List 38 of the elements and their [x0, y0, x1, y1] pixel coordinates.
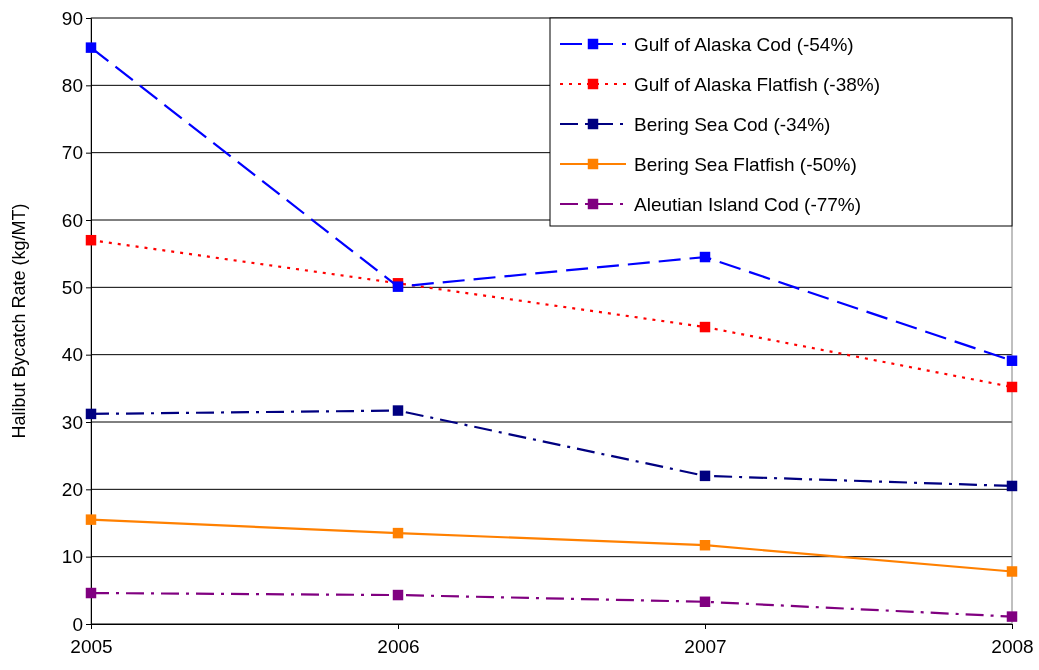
y-tick-label: 10: [61, 546, 83, 568]
legend-label: Gulf of Alaska Cod (-54%): [634, 34, 854, 55]
point: [85, 42, 97, 53]
point: [85, 408, 97, 420]
y-axis-title: Halibut Bycatch Rate (kg/MT): [9, 203, 29, 439]
y-tick-label: 20: [61, 478, 83, 500]
y-tick-label: 70: [61, 142, 83, 164]
point: [1006, 381, 1018, 393]
legend-label: Bering Sea Cod (-34%): [634, 114, 831, 135]
x-tick-label: 2008: [991, 635, 1034, 657]
point: [699, 470, 711, 482]
point: [699, 251, 711, 263]
y-tick-label: 60: [61, 209, 83, 231]
point: [1006, 566, 1018, 577]
point: [1006, 611, 1018, 622]
y-tick-label: 40: [61, 344, 83, 366]
y-tick-label: 30: [61, 411, 83, 433]
point: [1006, 480, 1018, 492]
point: [392, 405, 404, 416]
point: [699, 596, 711, 608]
point: [699, 539, 711, 551]
y-tick-label: 50: [61, 276, 83, 298]
x-tick-label: 2007: [684, 635, 727, 657]
legend-label: Bering Sea Flatfish (-50%): [634, 154, 857, 175]
point: [392, 527, 404, 539]
y-tick-label: 80: [61, 74, 83, 96]
y-tick-label: 0: [72, 613, 83, 635]
point: [392, 589, 404, 601]
point: [85, 514, 97, 525]
legend-label: Gulf of Alaska Flatfish (-38%): [634, 74, 881, 95]
point: [85, 234, 97, 246]
point: [699, 321, 711, 333]
point: [1006, 355, 1018, 366]
x-tick-label: 2006: [377, 635, 420, 657]
x-tick-label: 2005: [70, 635, 113, 657]
y-tick-label: 90: [61, 7, 83, 29]
legend-label: Aleutian Island Cod (-77%): [634, 194, 862, 215]
point: [85, 587, 97, 599]
